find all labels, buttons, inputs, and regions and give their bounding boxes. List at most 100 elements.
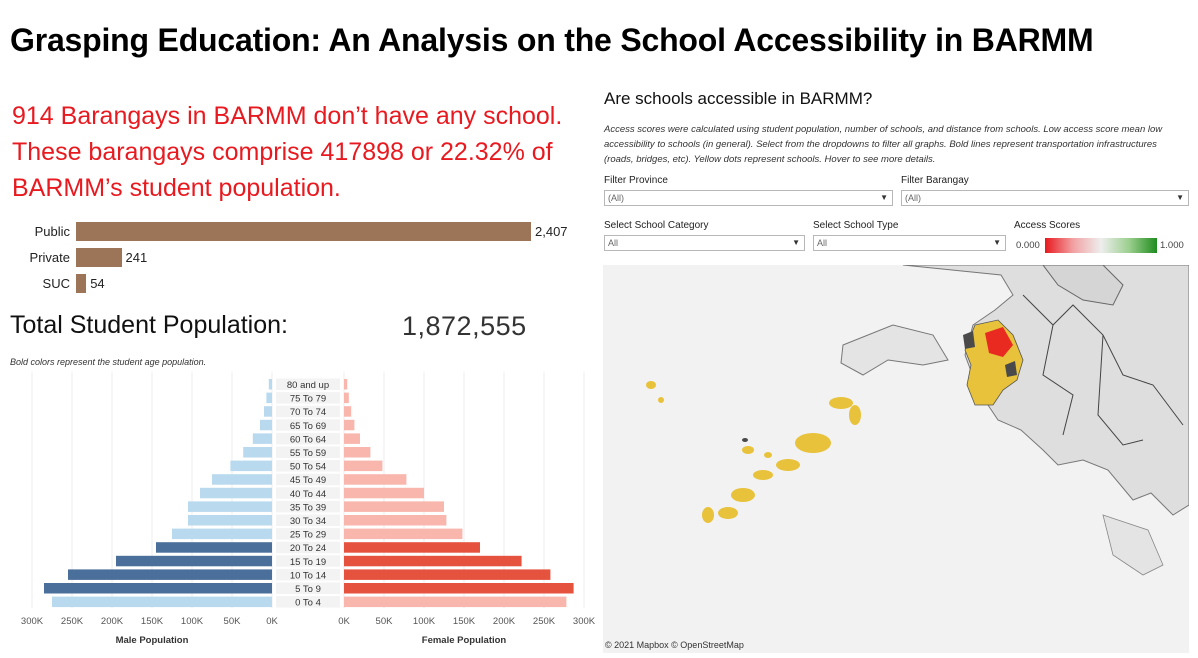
age-label-bg [276, 378, 340, 390]
category-label-public: Public [34, 224, 70, 239]
female-bar-0-to-4[interactable] [344, 596, 567, 608]
female-bar-70-to-74[interactable] [344, 406, 352, 417]
category-bar-suc[interactable] [76, 274, 87, 293]
land-mass [1042, 264, 1124, 306]
age-label-bg [276, 487, 340, 499]
island-schools [718, 507, 738, 519]
age-label-bg [276, 596, 340, 608]
age-label-bg [276, 568, 340, 581]
female-bar-5-to-9[interactable] [344, 583, 574, 594]
filter-province-value: (All) [608, 193, 624, 203]
age-group-label: 10 To 14 [290, 570, 326, 581]
female-bar-20-to-24[interactable] [344, 542, 480, 553]
age-label-bg [276, 514, 340, 526]
low-access-zone [963, 331, 975, 349]
age-group-label: 70 To 74 [290, 407, 326, 418]
province-border [1097, 334, 1144, 446]
male-bar-10-to-14[interactable] [68, 569, 272, 580]
age-label-bg [276, 432, 340, 445]
province-border [1042, 324, 1074, 436]
category-label-private: Private [29, 250, 70, 265]
barmm-map[interactable] [603, 264, 1190, 653]
bold-colors-note: Bold colors represent the student age po… [10, 357, 207, 367]
category-bar-private[interactable] [76, 248, 122, 267]
category-value-public: 2,407 [535, 224, 568, 239]
age-group-label: 30 To 34 [290, 516, 326, 527]
category-bar-public[interactable] [76, 222, 531, 241]
island-schools [658, 397, 664, 403]
male-bar-65-to-69[interactable] [260, 419, 272, 431]
age-group-label: 75 To 79 [290, 394, 326, 405]
age-group-label: 15 To 19 [290, 557, 326, 568]
male-bar-0-to-4[interactable] [52, 596, 272, 608]
male-bar-40-to-44[interactable] [200, 487, 272, 499]
female-bar-40-to-44[interactable] [344, 487, 424, 499]
male-bar-5-to-9[interactable] [44, 583, 272, 594]
female-bar-25-to-29[interactable] [344, 528, 463, 540]
age-label-bg [276, 392, 340, 404]
age-label-bg [276, 541, 340, 554]
female-bar-15-to-19[interactable] [344, 555, 522, 567]
age-label-bg [276, 446, 340, 458]
male-bar-60-to-64[interactable] [252, 433, 272, 444]
filter-province-dropdown[interactable]: (All) ▼ [604, 190, 893, 206]
male-bar-70-to-74[interactable] [264, 406, 272, 417]
school-type-dropdown[interactable]: All ▼ [813, 235, 1006, 251]
female-bar-30-to-34[interactable] [344, 515, 447, 526]
land-mass [840, 324, 949, 376]
filter-barangay-value: (All) [905, 193, 921, 203]
filter-province-label: Filter Province [604, 175, 668, 186]
male-bar-50-to-54[interactable] [230, 460, 272, 472]
island-schools [829, 397, 853, 409]
female-bar-10-to-14[interactable] [344, 569, 551, 580]
male-bar-30-to-34[interactable] [188, 515, 272, 526]
male-bar-55-to-59[interactable] [243, 447, 272, 458]
island-schools [702, 507, 714, 523]
male-bar-20-to-24[interactable] [156, 542, 272, 553]
access-score-gradient[interactable] [1045, 238, 1157, 253]
female-axis-tick: 50K [376, 616, 394, 627]
male-bar-75-to-79[interactable] [266, 392, 272, 404]
age-label-bg [276, 473, 340, 486]
male-axis-tick: 0K [266, 616, 278, 627]
access-score-max: 1.000 [1160, 240, 1184, 251]
category-value-suc: 54 [90, 276, 105, 291]
female-bar-60-to-64[interactable] [344, 433, 360, 444]
age-label-bg [276, 419, 340, 431]
age-group-label: 5 To 9 [295, 584, 321, 595]
land-mass [902, 264, 1190, 516]
map-attribution: © 2021 Mapbox © OpenStreetMap [605, 640, 744, 650]
male-bar-80-and-up[interactable] [268, 379, 272, 390]
age-label-bg [276, 460, 340, 472]
age-group-label: 25 To 29 [290, 530, 326, 541]
male-bar-15-to-19[interactable] [116, 555, 272, 567]
female-bar-45-to-49[interactable] [344, 474, 407, 485]
male-axis-tick: 200K [101, 616, 124, 627]
female-bar-80-and-up[interactable] [344, 379, 348, 390]
map-panel-title: Are schools accessible in BARMM? [604, 89, 873, 108]
access-scores-label: Access Scores [1014, 220, 1081, 231]
map-canvas[interactable] [603, 264, 1190, 653]
school-category-dropdown[interactable]: All ▼ [604, 235, 805, 251]
age-label-bg [276, 528, 340, 540]
dashboard-title: Grasping Education: An Analysis on the S… [10, 22, 1094, 58]
male-bar-35-to-39[interactable] [188, 501, 272, 512]
filter-barangay-dropdown[interactable]: (All) ▼ [901, 190, 1189, 206]
female-bar-75-to-79[interactable] [344, 392, 349, 404]
female-bar-50-to-54[interactable] [344, 460, 383, 472]
age-group-label: 35 To 39 [290, 502, 326, 513]
age-label-bg [276, 405, 340, 418]
female-bar-65-to-69[interactable] [344, 419, 355, 431]
female-bar-35-to-39[interactable] [344, 501, 444, 512]
female-bar-55-to-59[interactable] [344, 447, 371, 458]
male-bar-45-to-49[interactable] [212, 474, 272, 485]
island-schools [776, 459, 800, 471]
male-bar-25-to-29[interactable] [172, 528, 272, 540]
age-group-label: 20 To 24 [290, 543, 326, 554]
female-axis-tick: 200K [493, 616, 516, 627]
male-axis-tick: 300K [21, 616, 44, 627]
total-population-value: 1,872,555 [402, 311, 527, 341]
female-axis-tick: 100K [413, 616, 436, 627]
school-category-value: All [608, 238, 619, 248]
male-axis-title: Male Population [116, 635, 189, 646]
